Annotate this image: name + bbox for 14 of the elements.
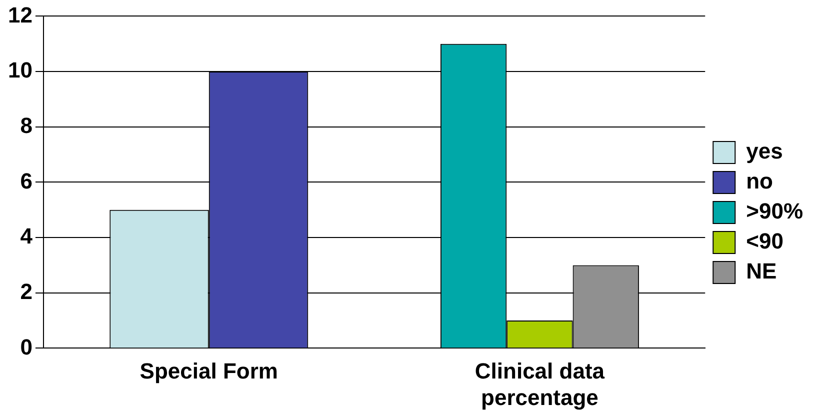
x-tick-label: Special Form <box>140 358 278 384</box>
legend-label: NE <box>746 258 777 284</box>
y-tick-label: 10 <box>8 58 32 83</box>
x-tick-label: Clinical data percentage <box>474 358 606 410</box>
y-tick-label: 6 <box>20 168 32 194</box>
y-tick-label: 0 <box>20 334 32 360</box>
y-tick-label: 12 <box>8 2 32 28</box>
legend-label: no <box>746 168 774 194</box>
legend-label: >90% <box>746 198 804 224</box>
legend-label: <90 <box>746 228 784 254</box>
y-tick-label: 2 <box>20 278 32 304</box>
y-tick-label: 8 <box>20 112 32 138</box>
y-tick-label: 4 <box>20 224 34 249</box>
legend-label: yes <box>746 138 783 164</box>
